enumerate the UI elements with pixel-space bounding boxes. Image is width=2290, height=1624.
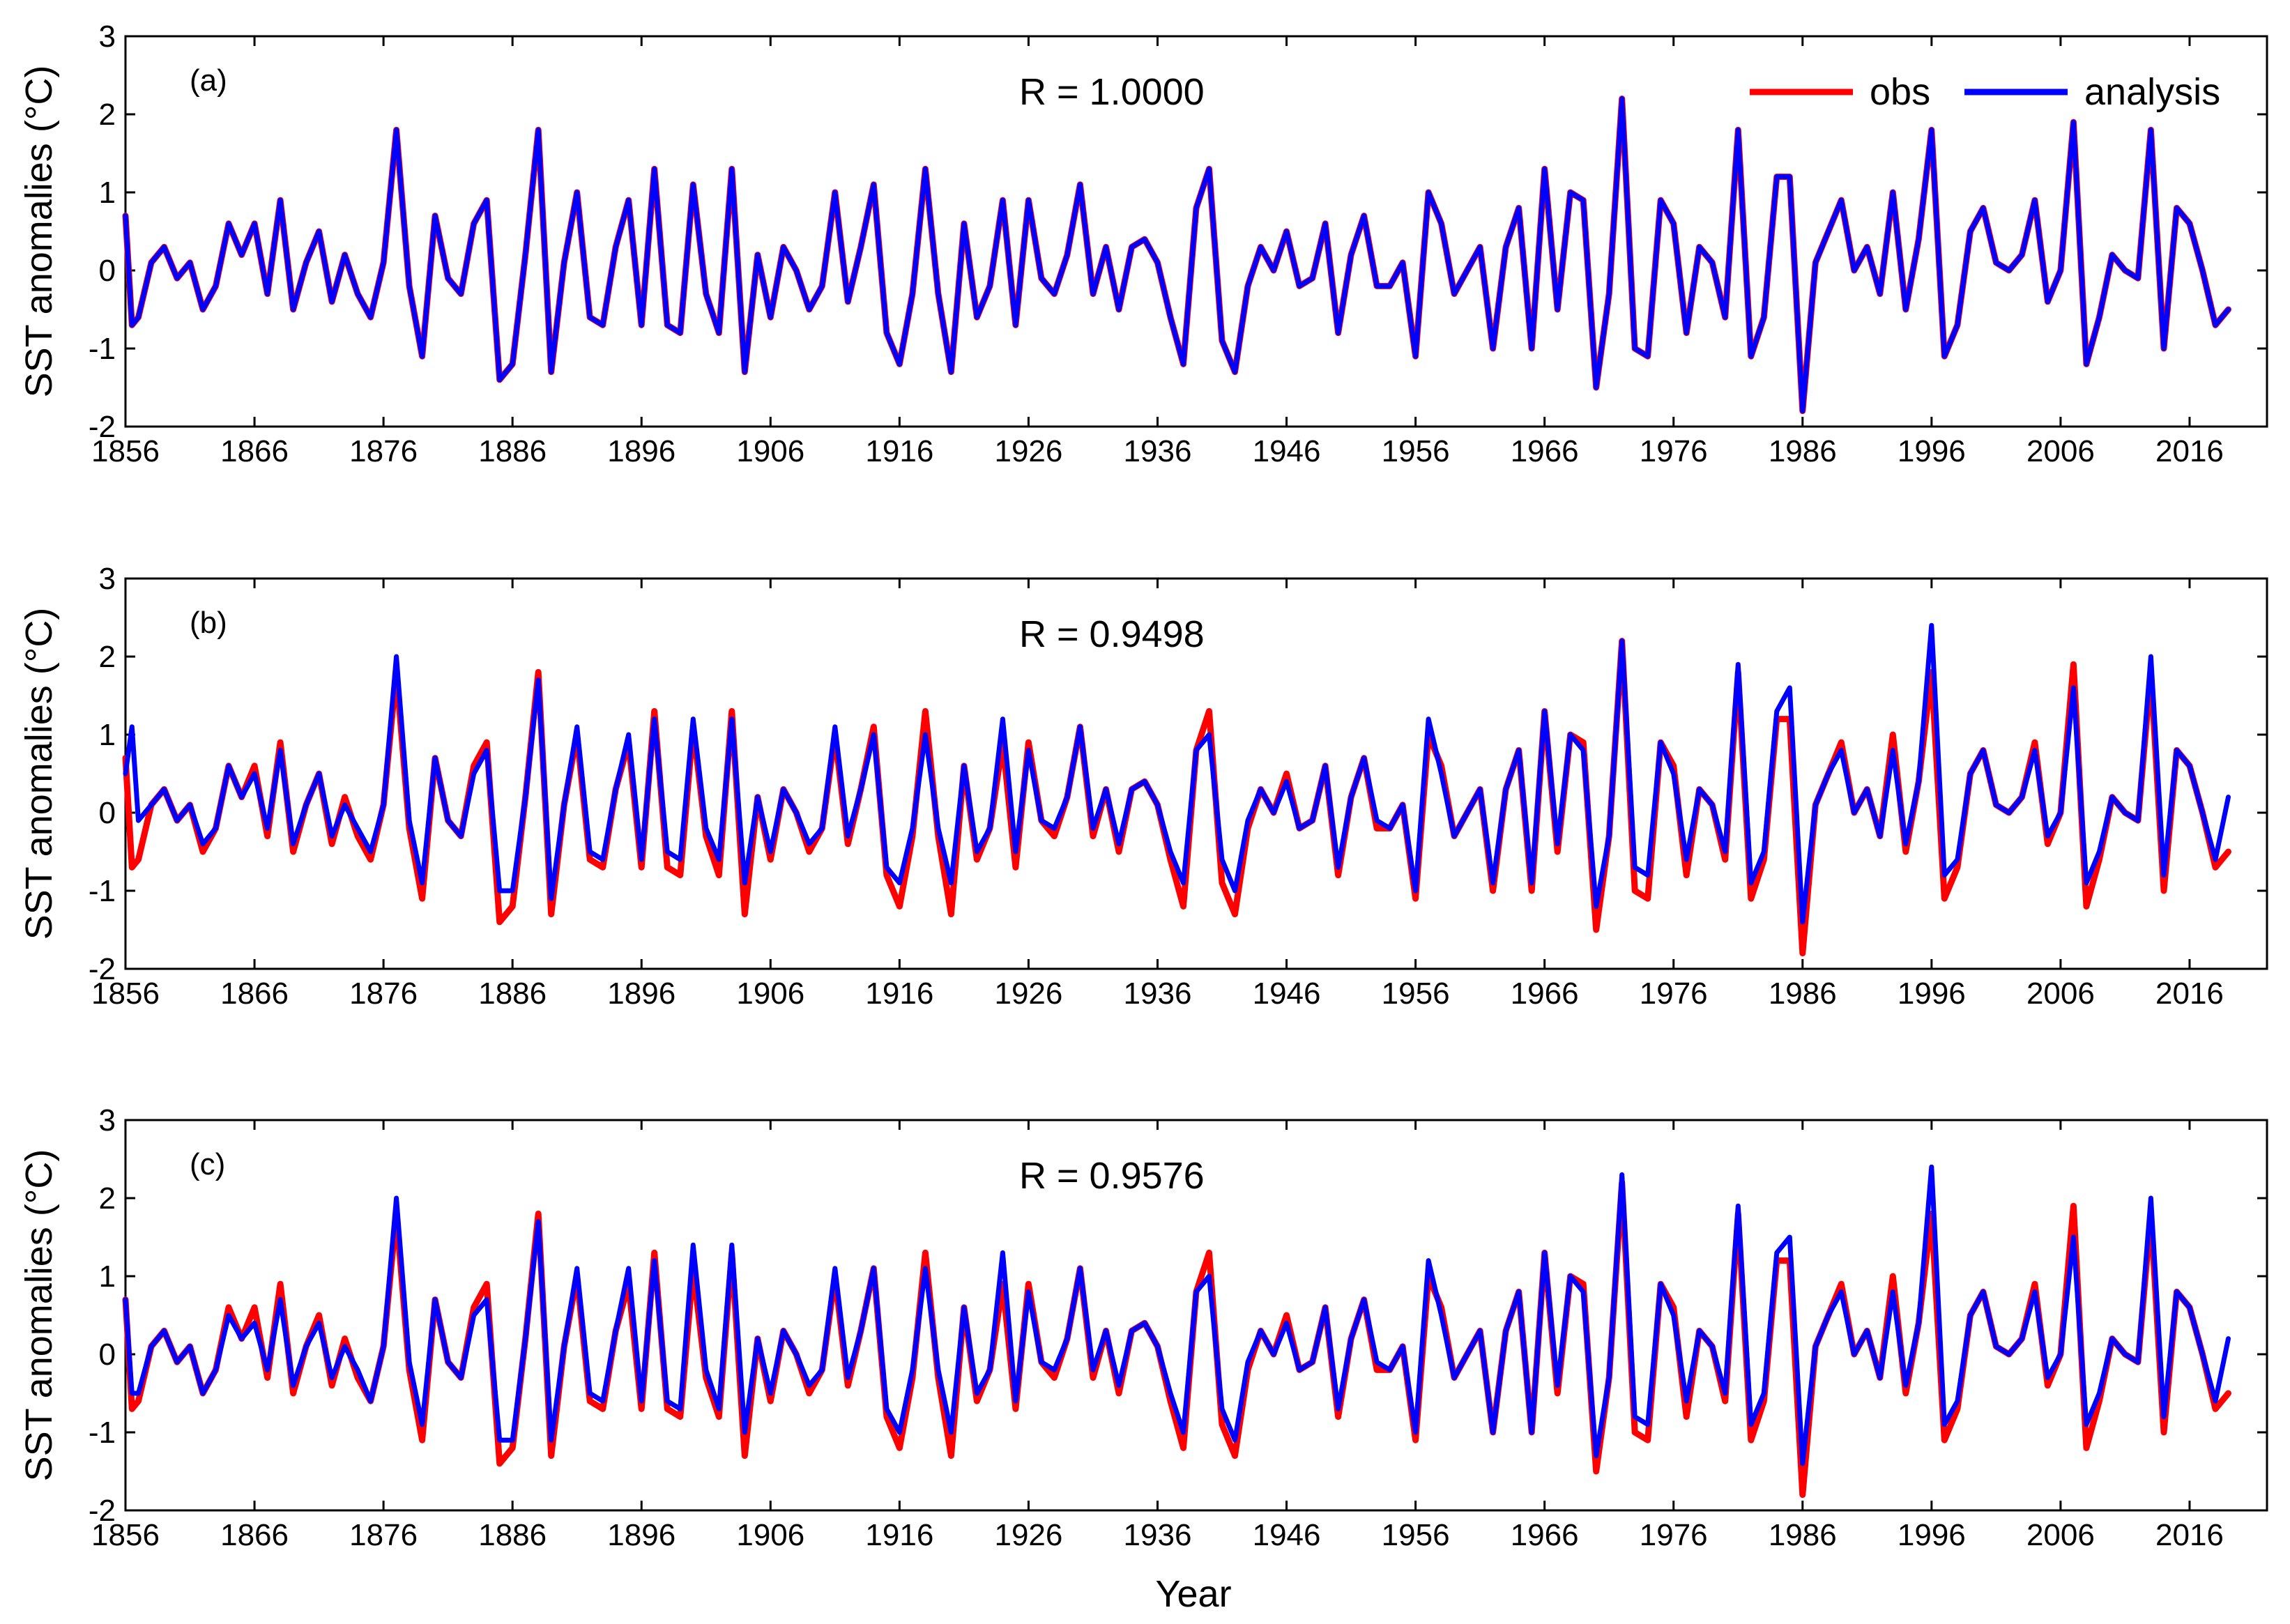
x-tick-label: 1996 bbox=[1898, 1518, 1966, 1552]
x-tick-label: 1856 bbox=[91, 976, 160, 1011]
x-tick-label: 1976 bbox=[1640, 434, 1708, 468]
x-tick-label: 1916 bbox=[865, 434, 933, 468]
x-tick-label: 1936 bbox=[1124, 976, 1192, 1011]
series-analysis-line bbox=[123, 1164, 2231, 1466]
x-tick-label: 1916 bbox=[865, 976, 933, 1011]
x-tick-label: 1906 bbox=[736, 434, 804, 468]
correlation-text: R = 0.9498 bbox=[1019, 613, 1205, 655]
y-axis-label: SST anomalies (°C) bbox=[18, 1149, 60, 1482]
x-tick-label: 1866 bbox=[220, 1518, 289, 1552]
x-tick-label: 1896 bbox=[607, 976, 675, 1011]
correlation-text: R = 0.9576 bbox=[1019, 1155, 1205, 1197]
x-tick-label: 2016 bbox=[2155, 976, 2224, 1011]
y-tick-label: 2 bbox=[99, 1181, 116, 1216]
x-tick-label: 1906 bbox=[736, 976, 804, 1011]
y-tick-label: 1 bbox=[99, 1259, 116, 1294]
x-tick-label: 1986 bbox=[1769, 1518, 1837, 1552]
series-analysis-line bbox=[123, 622, 2231, 925]
x-tick-label: 1936 bbox=[1124, 1518, 1192, 1552]
y-tick-label: 1 bbox=[99, 718, 116, 752]
y-tick-label: 3 bbox=[99, 20, 116, 54]
series-analysis-line bbox=[123, 96, 2231, 414]
y-tick-label: 0 bbox=[99, 1338, 116, 1372]
y-tick-label: -1 bbox=[89, 874, 116, 908]
x-tick-label: 1956 bbox=[1382, 1518, 1450, 1552]
y-tick-label: 0 bbox=[99, 254, 116, 288]
x-tick-label: 2016 bbox=[2155, 434, 2224, 468]
x-tick-label: 1876 bbox=[349, 434, 418, 468]
x-tick-label: 1986 bbox=[1769, 976, 1837, 1011]
x-tick-label: 1946 bbox=[1253, 434, 1321, 468]
y-tick-label: 0 bbox=[99, 796, 116, 830]
x-tick-label: 2006 bbox=[2026, 434, 2095, 468]
x-tick-label: 1886 bbox=[478, 434, 547, 468]
y-tick-label: -2 bbox=[89, 1494, 116, 1528]
x-tick-label: 1896 bbox=[607, 1518, 675, 1552]
x-tick-label: 1856 bbox=[91, 434, 160, 468]
legend-obs-label: obs bbox=[1870, 71, 1930, 113]
x-tick-label: 1866 bbox=[220, 976, 289, 1011]
x-tick-label: 1996 bbox=[1898, 976, 1966, 1011]
x-tick-label: 1926 bbox=[994, 1518, 1062, 1552]
x-axis-label: Year bbox=[1155, 1573, 1231, 1615]
x-tick-label: 1966 bbox=[1511, 976, 1579, 1011]
y-tick-label: -2 bbox=[89, 952, 116, 986]
x-tick-label: 1856 bbox=[91, 1518, 160, 1552]
y-tick-label: 1 bbox=[99, 176, 116, 210]
correlation-text: R = 1.0000 bbox=[1019, 71, 1205, 113]
x-tick-label: 2016 bbox=[2155, 1518, 2224, 1552]
y-tick-label: -1 bbox=[89, 1416, 116, 1450]
x-tick-label: 2006 bbox=[2026, 1518, 2095, 1552]
x-tick-label: 1866 bbox=[220, 434, 289, 468]
panel-label: (a) bbox=[190, 63, 227, 98]
x-tick-label: 1916 bbox=[865, 1518, 933, 1552]
x-tick-label: 2006 bbox=[2026, 976, 2095, 1011]
y-axis-label: SST anomalies (°C) bbox=[18, 66, 60, 398]
y-tick-label: 3 bbox=[99, 1103, 116, 1137]
x-tick-label: 1926 bbox=[994, 976, 1062, 1011]
x-tick-label: 1966 bbox=[1511, 434, 1579, 468]
x-tick-label: 1976 bbox=[1640, 1518, 1708, 1552]
panel-label: (c) bbox=[190, 1147, 225, 1181]
x-tick-label: 1946 bbox=[1253, 1518, 1321, 1552]
x-tick-label: 1906 bbox=[736, 1518, 804, 1552]
x-tick-label: 1936 bbox=[1124, 434, 1192, 468]
x-tick-label: 1956 bbox=[1382, 434, 1450, 468]
legend-analysis-label: analysis bbox=[2084, 71, 2220, 113]
y-tick-label: 2 bbox=[99, 98, 116, 132]
x-tick-label: 1886 bbox=[478, 976, 547, 1011]
x-tick-label: 1876 bbox=[349, 976, 418, 1011]
y-tick-label: -2 bbox=[89, 410, 116, 444]
y-axis-label: SST anomalies (°C) bbox=[18, 608, 60, 940]
x-tick-label: 1986 bbox=[1769, 434, 1837, 468]
x-tick-label: 1926 bbox=[994, 434, 1062, 468]
x-tick-label: 1946 bbox=[1253, 976, 1321, 1011]
panel-label: (b) bbox=[190, 606, 227, 640]
y-tick-label: 2 bbox=[99, 640, 116, 674]
x-tick-label: 1876 bbox=[349, 1518, 418, 1552]
y-tick-label: -1 bbox=[89, 332, 116, 366]
x-tick-label: 1996 bbox=[1898, 434, 1966, 468]
x-tick-label: 1956 bbox=[1382, 976, 1450, 1011]
x-tick-label: 1966 bbox=[1511, 1518, 1579, 1552]
x-tick-label: 1976 bbox=[1640, 976, 1708, 1011]
x-tick-label: 1896 bbox=[607, 434, 675, 468]
x-tick-label: 1886 bbox=[478, 1518, 547, 1552]
y-tick-label: 3 bbox=[99, 562, 116, 596]
